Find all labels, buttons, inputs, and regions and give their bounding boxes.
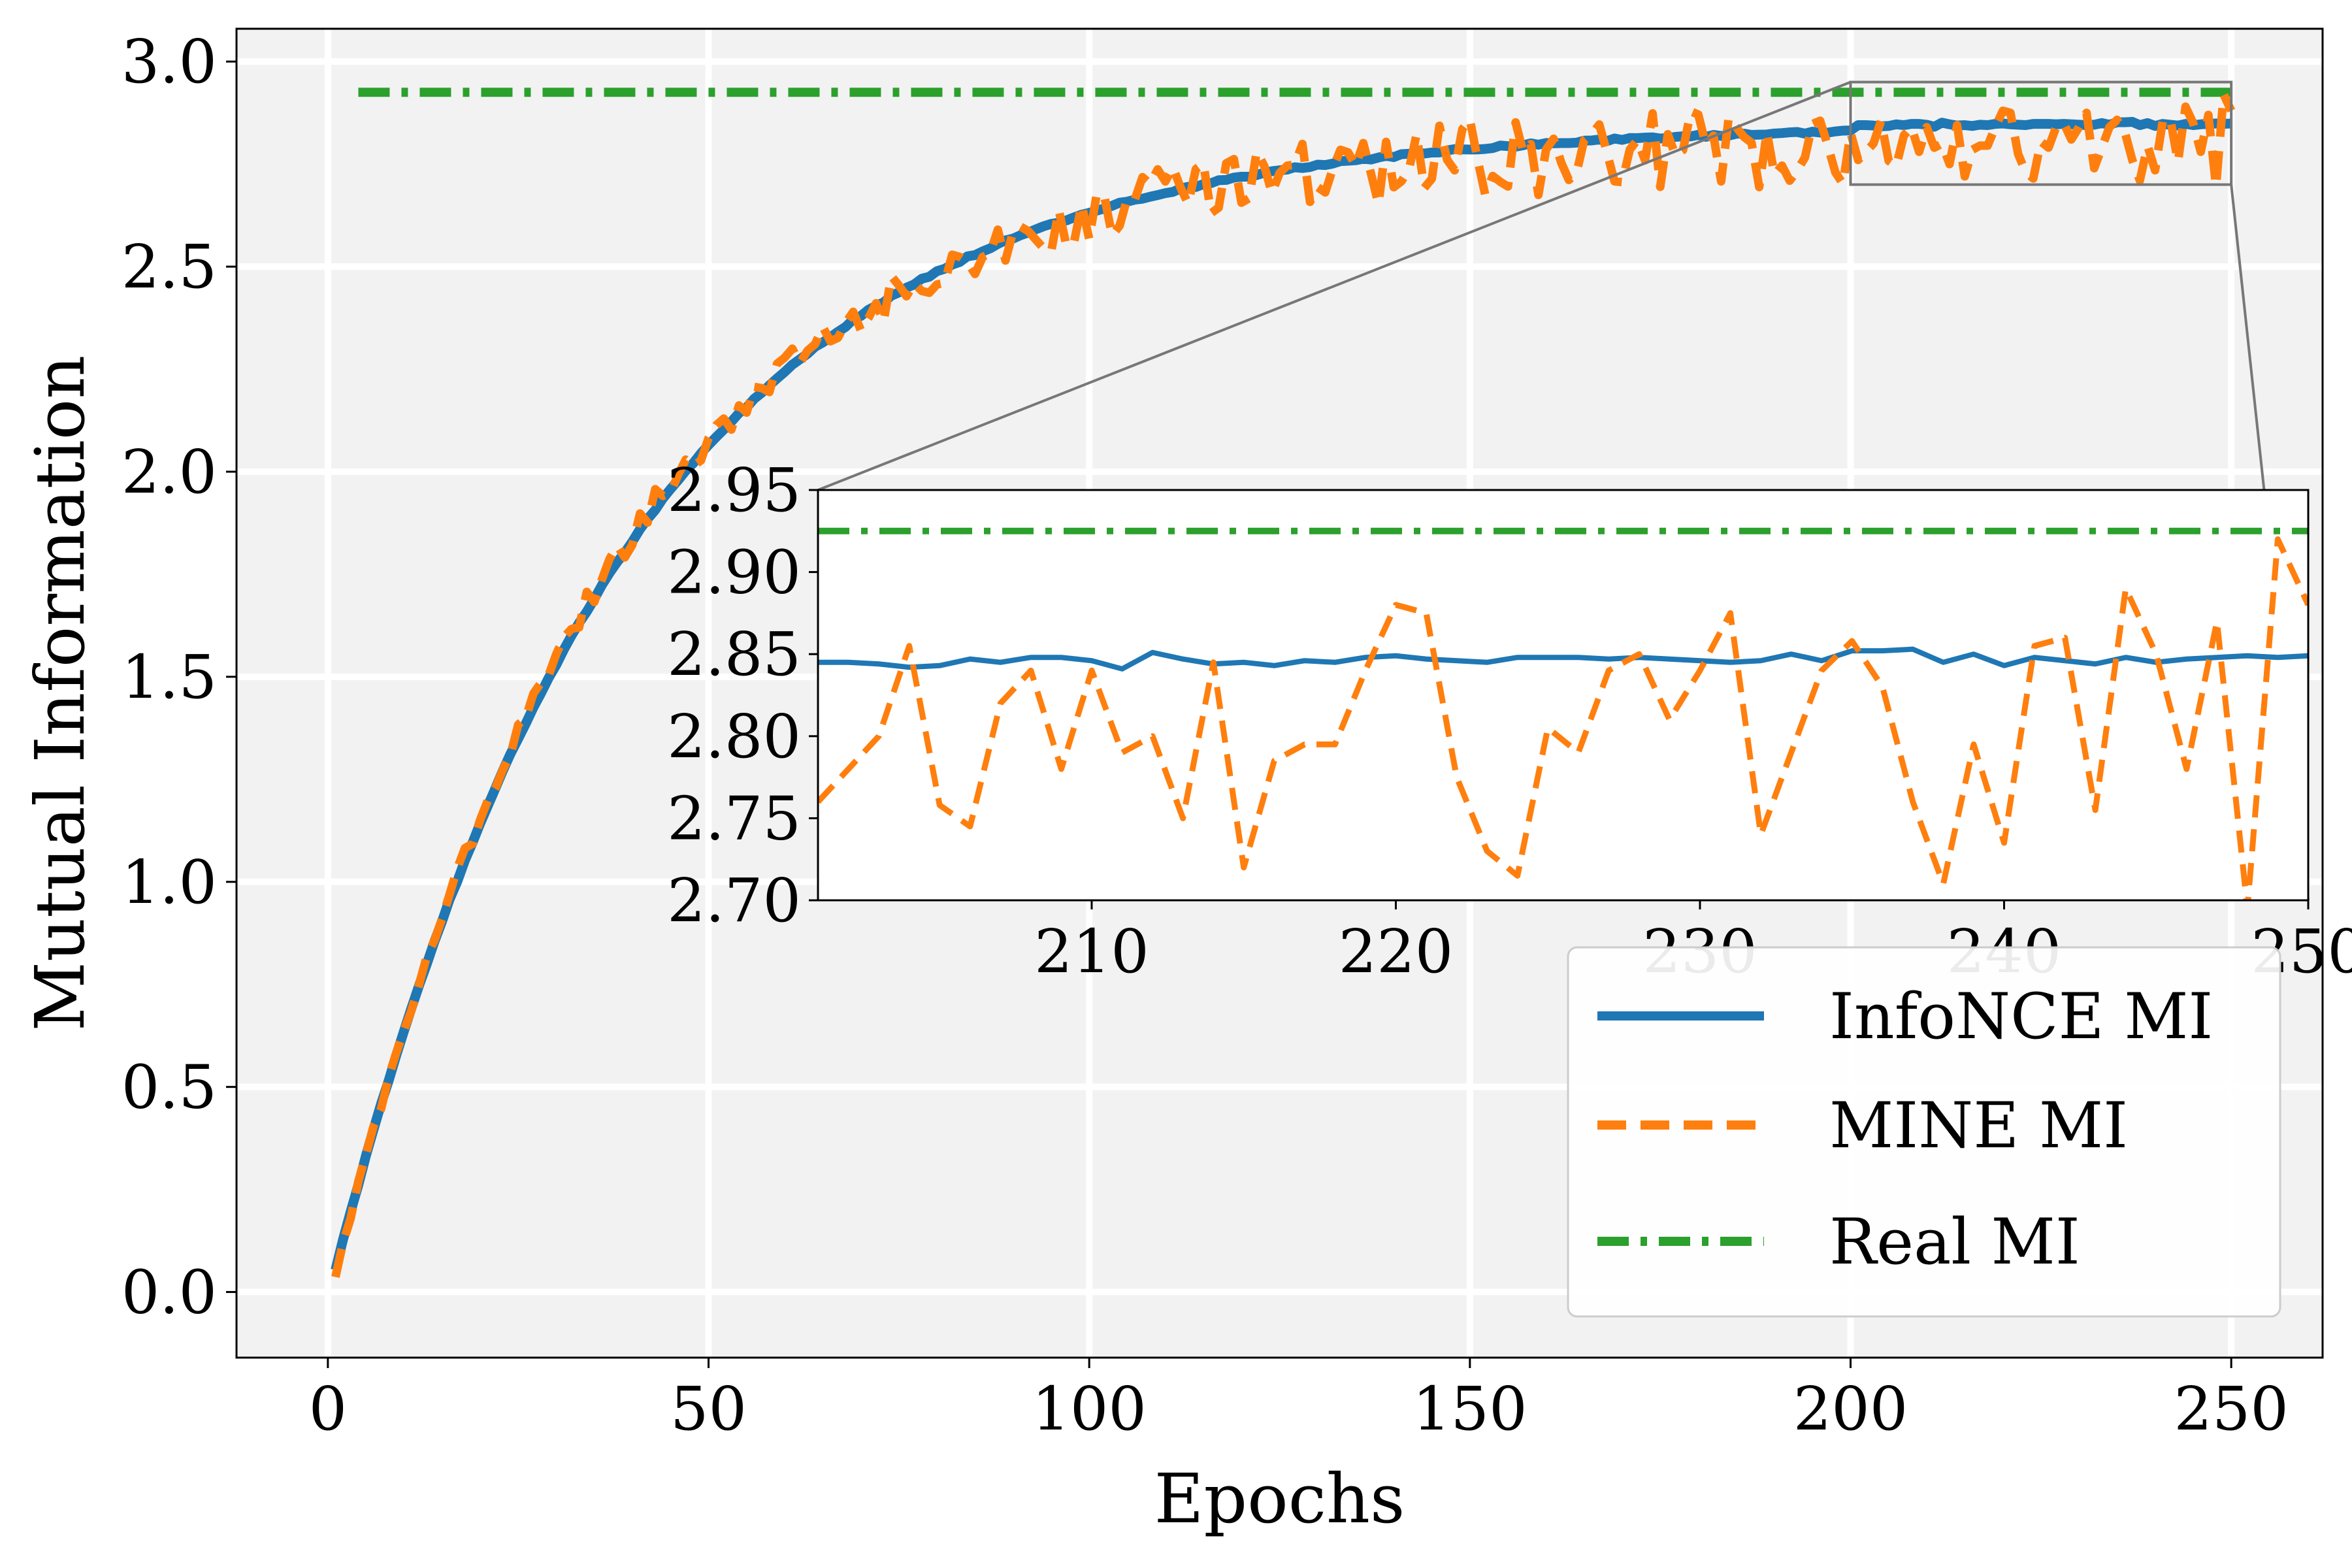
inset-y-tick-label: 2.85 <box>667 619 801 689</box>
series-line-mine-mi <box>331 90 2236 1278</box>
inset-y-tick-label: 2.95 <box>667 455 801 525</box>
inset-y-tick-label: 2.70 <box>667 866 801 936</box>
legend: InfoNCE MI MINE MI Real MI <box>1567 946 2281 1318</box>
inset-y-ticks: 2.70 2.75 2.80 2.85 2.90 2.95 <box>667 455 818 936</box>
y-axis-title: Mutual Information <box>20 355 100 1032</box>
inset-series-line-mine-mi <box>818 536 2308 900</box>
y-tick-label: 2.5 <box>122 232 217 302</box>
y-tick-label: 3.0 <box>122 27 217 97</box>
legend-item-real-mi: Real MI <box>1597 1205 2080 1279</box>
x-tick-label: 250 <box>2174 1374 2289 1444</box>
inset-series-layer <box>818 527 2308 900</box>
y-tick-label: 1.5 <box>122 642 217 712</box>
y-tick-label: 0.5 <box>122 1053 217 1122</box>
inset-plot-area <box>818 490 2308 900</box>
legend-label: Real MI <box>1829 1205 2080 1279</box>
y-tick-label: 0.0 <box>122 1258 217 1328</box>
y-tick-label: 1.0 <box>122 847 217 917</box>
zoom-region-box <box>1849 80 2233 186</box>
x-tick-label: 0 <box>309 1374 348 1444</box>
x-tick-label: 200 <box>1793 1374 1908 1444</box>
x-tick-label: 50 <box>670 1374 747 1444</box>
legend-label: InfoNCE MI <box>1829 980 2213 1053</box>
x-tick-label: 150 <box>1413 1374 1527 1444</box>
zoom-connector-line <box>817 80 1852 491</box>
inset-axes: 210220230240250 2.702.752.802.852.902.95 <box>667 455 2352 987</box>
inset-x-tick-label: 210 <box>1034 917 1149 987</box>
inset-y-tick-label: 2.75 <box>667 783 801 853</box>
inset-series-line-infonce-mi <box>818 646 2308 672</box>
legend-items: InfoNCE MI MINE MI Real MI <box>1597 980 2213 1279</box>
main-x-ticks: 0 50 100 150 200 250 <box>309 1358 2289 1444</box>
inset-y-tick-label: 2.80 <box>667 702 801 772</box>
main-plot-frame <box>235 27 2324 1359</box>
x-axis-title: Epochs <box>1154 1459 1405 1539</box>
y-tick-label: 2.0 <box>122 437 217 507</box>
x-tick-label: 100 <box>1032 1374 1147 1444</box>
main-y-ticks: 0.0 0.5 1.0 1.5 2.0 2.5 3.0 <box>122 27 237 1328</box>
inset-y-tick-label: 2.90 <box>667 538 801 608</box>
legend-label: MINE MI <box>1829 1089 2128 1162</box>
inset-x-tick-label: 220 <box>1339 917 1454 987</box>
legend-item-infonce-mi: InfoNCE MI <box>1597 980 2213 1053</box>
legend-item-mine-mi: MINE MI <box>1597 1089 2128 1162</box>
inset-plot-frame <box>817 489 2310 902</box>
main-series-layer <box>331 88 2236 1278</box>
legend-box <box>1567 946 2281 1318</box>
